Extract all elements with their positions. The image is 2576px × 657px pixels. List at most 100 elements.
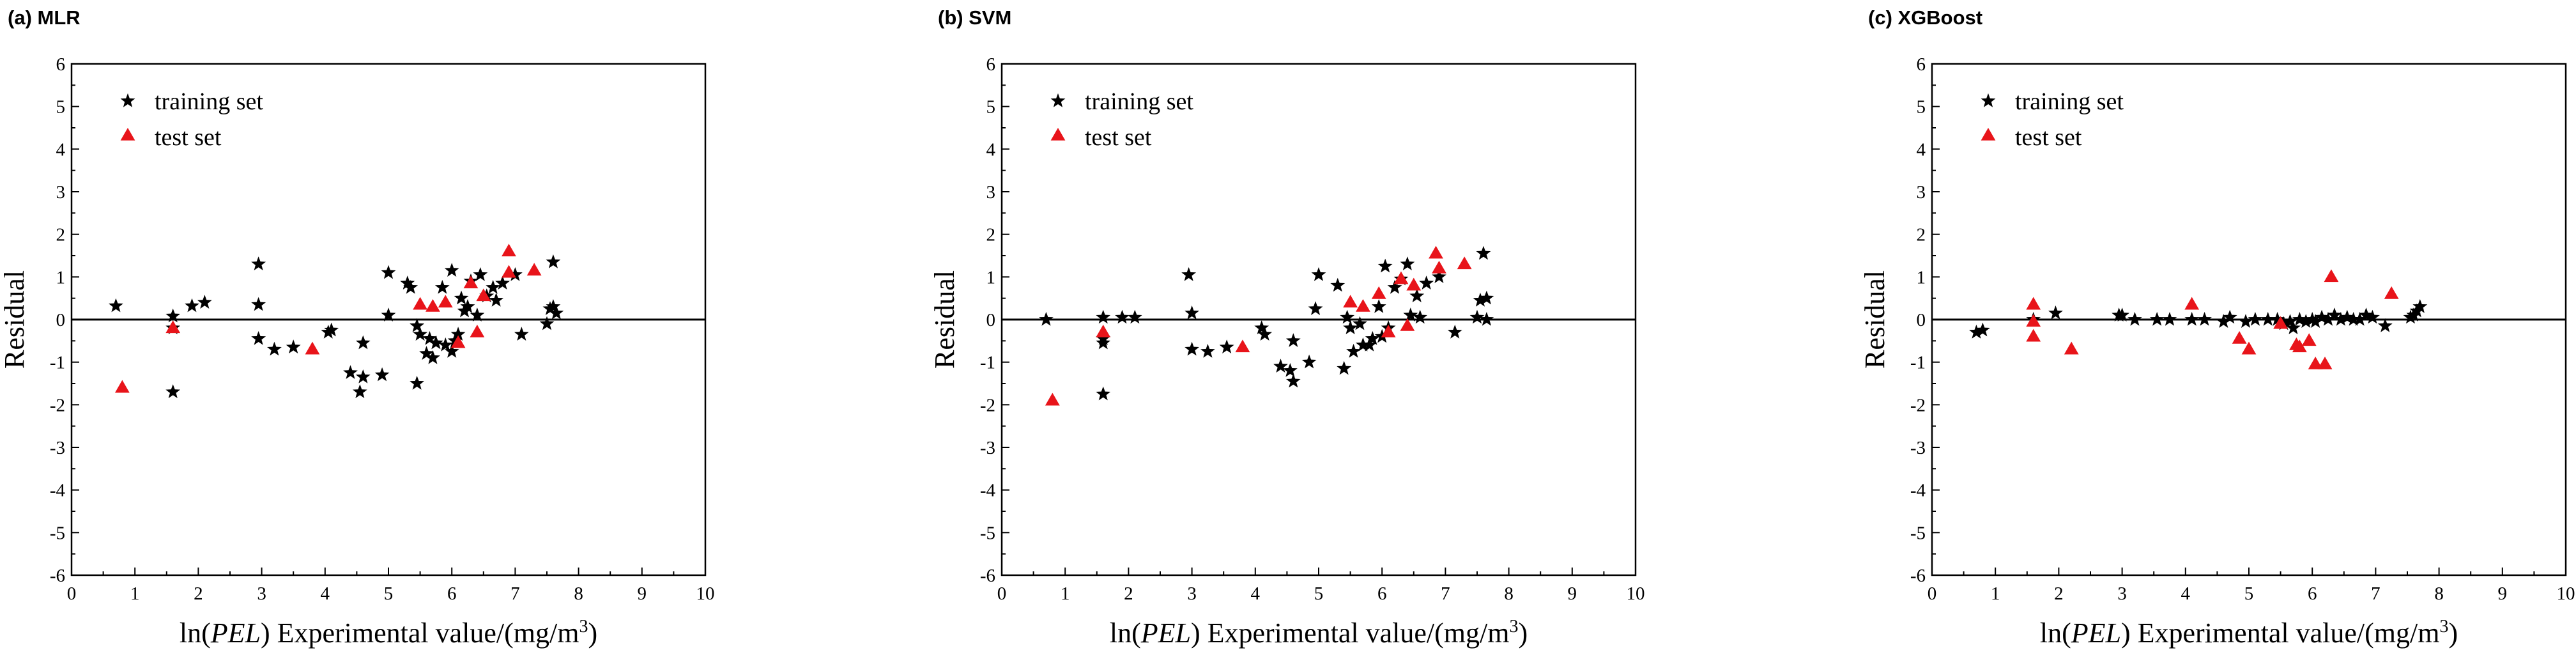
training-point	[2270, 312, 2285, 326]
test-point	[2384, 286, 2399, 299]
y-tick-label: 1	[1917, 267, 1926, 288]
test-point	[1096, 325, 1111, 337]
training-point	[2184, 312, 2200, 326]
training-point	[1308, 301, 1323, 315]
training-point	[1377, 258, 1393, 273]
test-point	[1429, 245, 1443, 259]
training-point	[1257, 327, 1273, 341]
training-point	[2216, 314, 2231, 328]
x-tick-label: 8	[2434, 584, 2444, 604]
legend-training-star-icon	[1050, 93, 1066, 107]
training-point	[321, 325, 336, 339]
y-axis-label: Residual	[929, 270, 960, 369]
test-point	[425, 299, 440, 312]
y-tick-label: -1	[1910, 353, 1926, 373]
x-tick-label: 7	[2371, 584, 2380, 604]
training-point	[1096, 335, 1111, 350]
training-point	[185, 298, 199, 313]
training-point	[1184, 341, 1199, 356]
training-point	[2298, 314, 2313, 328]
training-point	[352, 384, 367, 398]
training-point	[1115, 309, 1130, 324]
training-point	[1181, 267, 1197, 281]
y-tick-label: 0	[56, 310, 66, 330]
training-point	[2314, 309, 2329, 324]
training-point	[1343, 320, 1358, 334]
training-point	[460, 299, 475, 313]
test-point	[305, 341, 320, 355]
y-tick-label: -1	[980, 353, 995, 373]
training-point	[444, 344, 459, 358]
x-tick-label: 8	[574, 584, 583, 604]
training-point	[1361, 337, 1377, 352]
y-axis-label: Residual	[1859, 270, 1890, 369]
x-tick-label: 7	[1441, 584, 1450, 604]
training-point	[422, 331, 437, 345]
training-point	[1219, 339, 1234, 353]
scatter-panel-2: (b) SVM 0 1 2 3 4 5 6 7 8 9 10 -6 -5 -4 -3 -2 -1 0 1 2 3 4 5 6 Re…	[929, 6, 1645, 649]
x-tick-label: 10	[2557, 584, 2575, 604]
y-tick-label: 4	[56, 139, 66, 160]
test-point	[2317, 357, 2333, 369]
test-point	[1406, 277, 1422, 291]
x-tick-label: 3	[2117, 584, 2127, 604]
y-tick-label: -3	[980, 438, 995, 458]
training-point	[2260, 312, 2276, 326]
y-tick-label: -1	[50, 353, 65, 373]
x-axis-label: ln(PEL) Experimental value/(mg/m3)	[1110, 617, 1528, 649]
test-point	[2026, 328, 2041, 342]
y-tick-label: 6	[1917, 54, 1926, 75]
training-point	[444, 263, 459, 277]
training-point	[1419, 275, 1434, 290]
x-tick-label: 2	[1124, 584, 1133, 604]
training-point	[1469, 309, 1485, 324]
training-point	[2048, 305, 2063, 320]
training-point	[2162, 312, 2177, 326]
x-tick-label: 3	[1187, 584, 1197, 604]
training-point	[2222, 309, 2237, 324]
x-tick-label: 7	[510, 584, 520, 604]
training-point	[1273, 359, 1288, 373]
test-point	[476, 288, 491, 302]
training-point	[489, 293, 504, 307]
x-tick-label: 0	[67, 584, 77, 604]
training-point	[400, 275, 415, 290]
x-tick-label: 8	[1504, 584, 1514, 604]
y-tick-label: 2	[56, 225, 66, 245]
training-point	[2352, 312, 2367, 326]
training-point	[1337, 360, 1352, 375]
x-tick-label: 6	[447, 584, 457, 604]
x-tick-label: 1	[1061, 584, 1070, 604]
y-tick-label: 4	[1917, 139, 1926, 160]
test-point	[502, 243, 516, 257]
x-tick-label: 5	[2244, 584, 2254, 604]
test-point	[2064, 341, 2079, 355]
test-point	[2301, 333, 2317, 346]
training-point	[1400, 256, 1415, 270]
test-point	[2232, 331, 2247, 344]
test-point	[2184, 297, 2200, 310]
training-point	[1479, 290, 1494, 305]
training-point	[2283, 314, 2297, 328]
y-tick-label: 6	[986, 54, 996, 75]
y-tick-label: -5	[50, 523, 65, 543]
test-point	[2308, 357, 2323, 369]
training-point	[403, 280, 418, 294]
training-point	[2320, 312, 2336, 326]
y-tick-label: 2	[986, 225, 996, 245]
training-point	[251, 256, 266, 270]
y-tick-label: 0	[1917, 310, 1926, 330]
training-point	[1409, 288, 1425, 302]
training-point	[2340, 309, 2355, 324]
y-tick-label: 5	[986, 97, 996, 118]
training-point	[343, 365, 358, 379]
x-tick-label: 4	[321, 584, 330, 604]
y-tick-label: 1	[56, 267, 66, 288]
training-point	[486, 280, 501, 294]
training-point	[542, 301, 558, 315]
test-point	[114, 380, 130, 393]
training-point	[1356, 337, 1370, 352]
legend-training-label: training set	[1085, 88, 1193, 115]
training-point	[1301, 354, 1317, 369]
y-tick-label: -2	[1910, 395, 1926, 415]
